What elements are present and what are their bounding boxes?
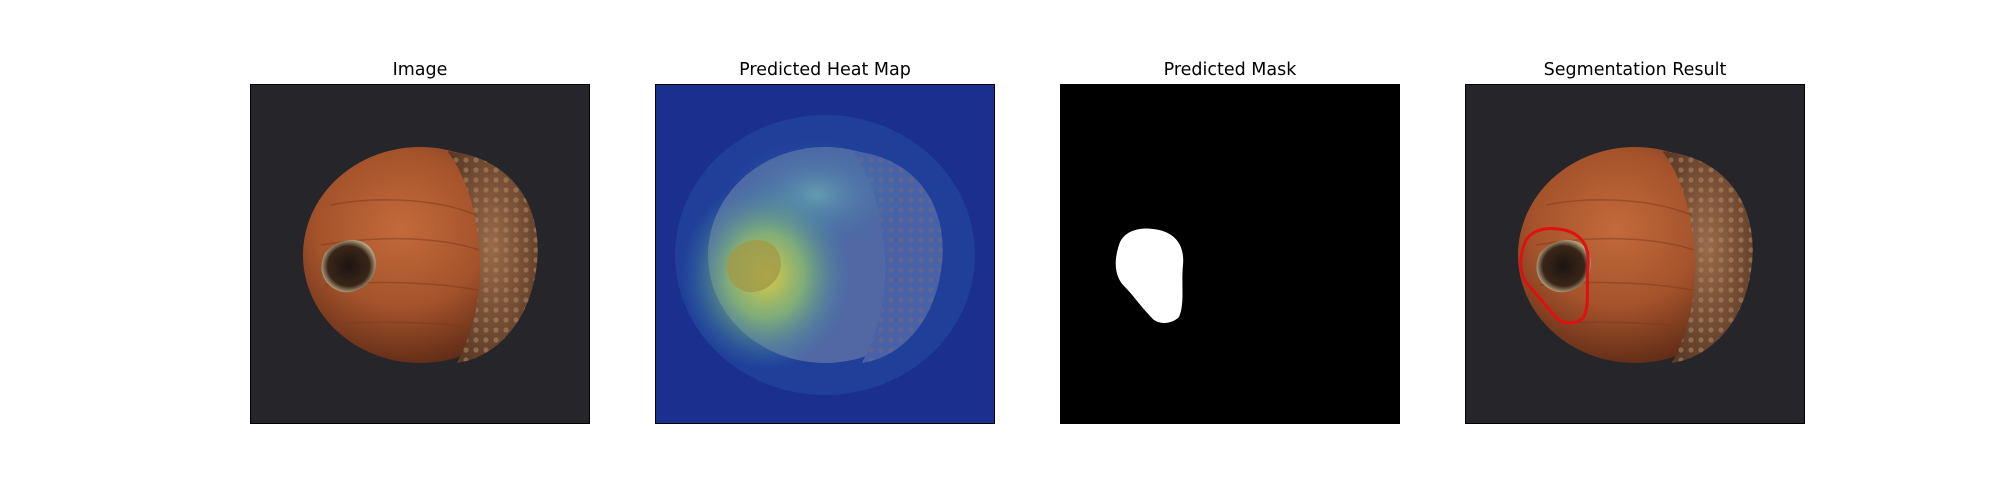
defect-hole [321,239,376,293]
segmentation-frame [1465,84,1805,424]
panel-title: Segmentation Result [1543,60,1727,80]
segmentation-image [1466,85,1804,423]
mask-frame [1060,84,1400,424]
image-frame [250,84,590,424]
panel-title: Predicted Mask [1163,60,1297,80]
heatmap-image [656,85,994,423]
hazelnut-image [251,85,589,423]
panel-title: Predicted Heat Map [739,60,911,80]
defect-hole [1536,239,1591,293]
mask-image [1061,85,1399,423]
mask-region [1115,228,1184,323]
defect-contour [1519,227,1590,325]
hazelnut [1518,147,1753,363]
heatmap-frame [655,84,995,424]
hazelnut [303,147,538,363]
panel-title: Image [392,60,448,80]
